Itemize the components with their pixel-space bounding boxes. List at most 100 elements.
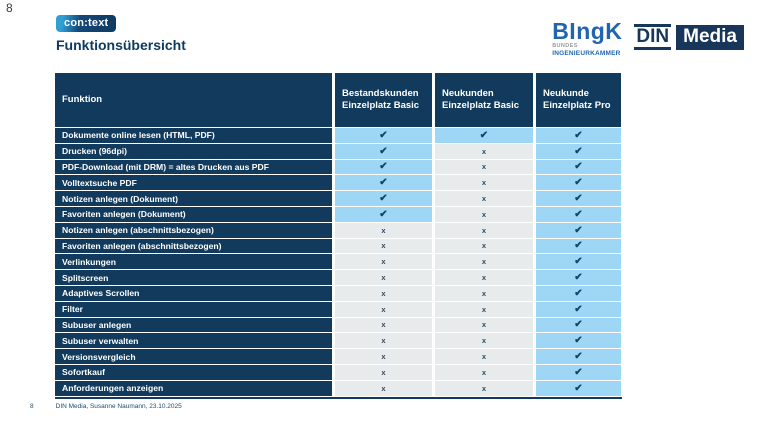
cross-mark-cell: x	[435, 143, 533, 159]
row-funktion-label: Drucken (96dpi)	[55, 143, 332, 159]
check-mark-cell: ✔	[536, 254, 621, 270]
cross-mark-cell: x	[335, 270, 432, 285]
check-mark-cell: ✔	[536, 175, 621, 191]
cross-mark-cell: x	[435, 317, 533, 333]
row-funktion-label: Favoriten anlegen (abschnittsbezogen)	[55, 238, 332, 254]
bingk-logo: BIngK BUNDES INGENIEURKAMMER	[552, 20, 622, 57]
cross-mark-cell: x	[435, 238, 533, 254]
cross-mark-cell: x	[335, 333, 432, 349]
check-mark-cell: ✔	[335, 128, 432, 143]
check-mark-cell: ✔	[536, 364, 621, 380]
cross-mark-cell: x	[335, 222, 432, 238]
check-mark-cell: ✔	[335, 143, 432, 159]
cross-mark-cell: x	[335, 301, 432, 317]
check-mark-cell: ✔	[536, 222, 621, 238]
bingk-logo-word: BIngK	[552, 18, 623, 44]
table-row: Anforderungen anzeigen x x ✔	[55, 380, 622, 396]
row-funktion-label: Notizen anlegen (Dokument)	[55, 191, 332, 206]
row-funktion-label: Anforderungen anzeigen	[55, 380, 332, 396]
column-header-neukunde-pro: Neukunde Einzelplatz Pro	[536, 73, 621, 127]
table-row: Versionsvergleich x x ✔	[55, 349, 622, 364]
row-funktion-label: Versionsvergleich	[55, 349, 332, 364]
cross-mark-cell: x	[435, 285, 533, 301]
table-row: Sofortkauf x x ✔	[55, 364, 622, 380]
row-funktion-label: Subuser anlegen	[55, 317, 332, 333]
cross-mark-cell: x	[435, 159, 533, 175]
context-logo: con:text	[56, 15, 117, 32]
cross-mark-cell: x	[335, 285, 432, 301]
bingk-logo-subline-2: INGENIEURKAMMER	[552, 49, 621, 57]
cross-mark-cell: x	[435, 364, 533, 380]
check-mark-cell: ✔	[536, 206, 621, 222]
row-funktion-label: Favoriten anlegen (Dokument)	[55, 206, 332, 222]
slide-header: con:text Funktionsübersicht	[56, 13, 186, 53]
check-mark-cell: ✔	[536, 301, 621, 317]
table-row: Notizen anlegen (abschnittsbezogen) x x ✔	[55, 222, 622, 238]
check-mark-cell: ✔	[536, 333, 621, 349]
cross-mark-cell: x	[435, 301, 533, 317]
table-row: Notizen anlegen (Dokument) ✔ x ✔	[55, 191, 622, 206]
page-title: Funktionsübersicht	[56, 37, 186, 53]
check-mark-cell: ✔	[536, 380, 621, 396]
column-header-neukunden-basic: Neukunden Einzelplatz Basic	[435, 73, 533, 127]
row-funktion-label: Verlinkungen	[55, 254, 332, 270]
table-row: Favoriten anlegen (Dokument) ✔ x ✔	[55, 206, 622, 222]
cross-mark-cell: x	[435, 191, 533, 206]
cross-mark-cell: x	[435, 254, 533, 270]
table-row: Dokumente online lesen (HTML, PDF) ✔ ✔ ✔	[55, 128, 622, 143]
cross-mark-cell: x	[435, 349, 533, 364]
check-mark-cell: ✔	[536, 238, 621, 254]
cross-mark-cell: x	[435, 175, 533, 191]
cross-mark-cell: x	[435, 333, 533, 349]
cross-mark-cell: x	[335, 254, 432, 270]
footer-text: DIN Media, Susanne Naumann, 23.10.2025	[55, 403, 182, 410]
table-row: Volltextsuche PDF ✔ x ✔	[55, 175, 622, 191]
check-mark-cell: ✔	[536, 349, 621, 364]
row-funktion-label: Splitscreen	[55, 270, 332, 285]
table-header-row: Funktion Bestandskunden Einzelplatz Basi…	[55, 73, 622, 127]
cross-mark-cell: x	[335, 238, 432, 254]
check-mark-cell: ✔	[536, 128, 621, 143]
row-funktion-label: Subuser verwalten	[55, 333, 332, 349]
check-mark-cell: ✔	[536, 159, 621, 175]
table-row: Subuser anlegen x x ✔	[55, 317, 622, 333]
check-mark-cell: ✔	[435, 128, 533, 143]
feature-table: Funktion Bestandskunden Einzelplatz Basi…	[55, 73, 622, 399]
row-funktion-label: Dokumente online lesen (HTML, PDF)	[55, 128, 332, 143]
check-mark-cell: ✔	[536, 270, 621, 285]
cross-mark-cell: x	[435, 206, 533, 222]
table-row: Favoriten anlegen (abschnittsbezogen) x x ✔	[55, 238, 622, 254]
brand-logos: BIngK BUNDES INGENIEURKAMMER DIN Media	[552, 20, 744, 57]
row-funktion-label: Filter	[55, 301, 332, 317]
row-funktion-label: Adaptives Scrollen	[55, 285, 332, 301]
slide-footer: 8 DIN Media, Susanne Naumann, 23.10.2025	[30, 403, 182, 410]
cross-mark-cell: x	[335, 380, 432, 396]
table-row: Adaptives Scrollen x x ✔	[55, 285, 622, 301]
cross-mark-cell: x	[335, 349, 432, 364]
check-mark-cell: ✔	[536, 143, 621, 159]
table-row: Filter x x ✔	[55, 301, 622, 317]
table-body: Dokumente online lesen (HTML, PDF) ✔ ✔ ✔ Dru…	[55, 128, 622, 396]
din-logo-mark: DIN	[634, 24, 672, 50]
cross-mark-cell: x	[435, 222, 533, 238]
row-funktion-label: Notizen anlegen (abschnittsbezogen)	[55, 222, 332, 238]
cross-mark-cell: x	[435, 270, 533, 285]
table-row: Drucken (96dpi) ✔ x ✔	[55, 143, 622, 159]
table-row: PDF-Download (mit DRM) = altes Drucken a…	[55, 159, 622, 175]
table-bottom-border	[55, 396, 622, 399]
check-mark-cell: ✔	[335, 191, 432, 206]
row-funktion-label: PDF-Download (mit DRM) = altes Drucken a…	[55, 159, 332, 175]
footer-slide-number: 8	[30, 403, 34, 410]
check-mark-cell: ✔	[335, 175, 432, 191]
cross-mark-cell: x	[335, 364, 432, 380]
bingk-logo-subline-1: BUNDES	[552, 43, 578, 49]
check-mark-cell: ✔	[536, 317, 621, 333]
check-mark-cell: ✔	[536, 191, 621, 206]
media-logo-box: Media	[676, 24, 744, 50]
row-funktion-label: Volltextsuche PDF	[55, 175, 332, 191]
slide-number-top: 8	[6, 1, 13, 15]
column-header-funktion: Funktion	[55, 73, 332, 127]
check-mark-cell: ✔	[536, 285, 621, 301]
din-media-logo: DIN Media	[634, 24, 744, 50]
